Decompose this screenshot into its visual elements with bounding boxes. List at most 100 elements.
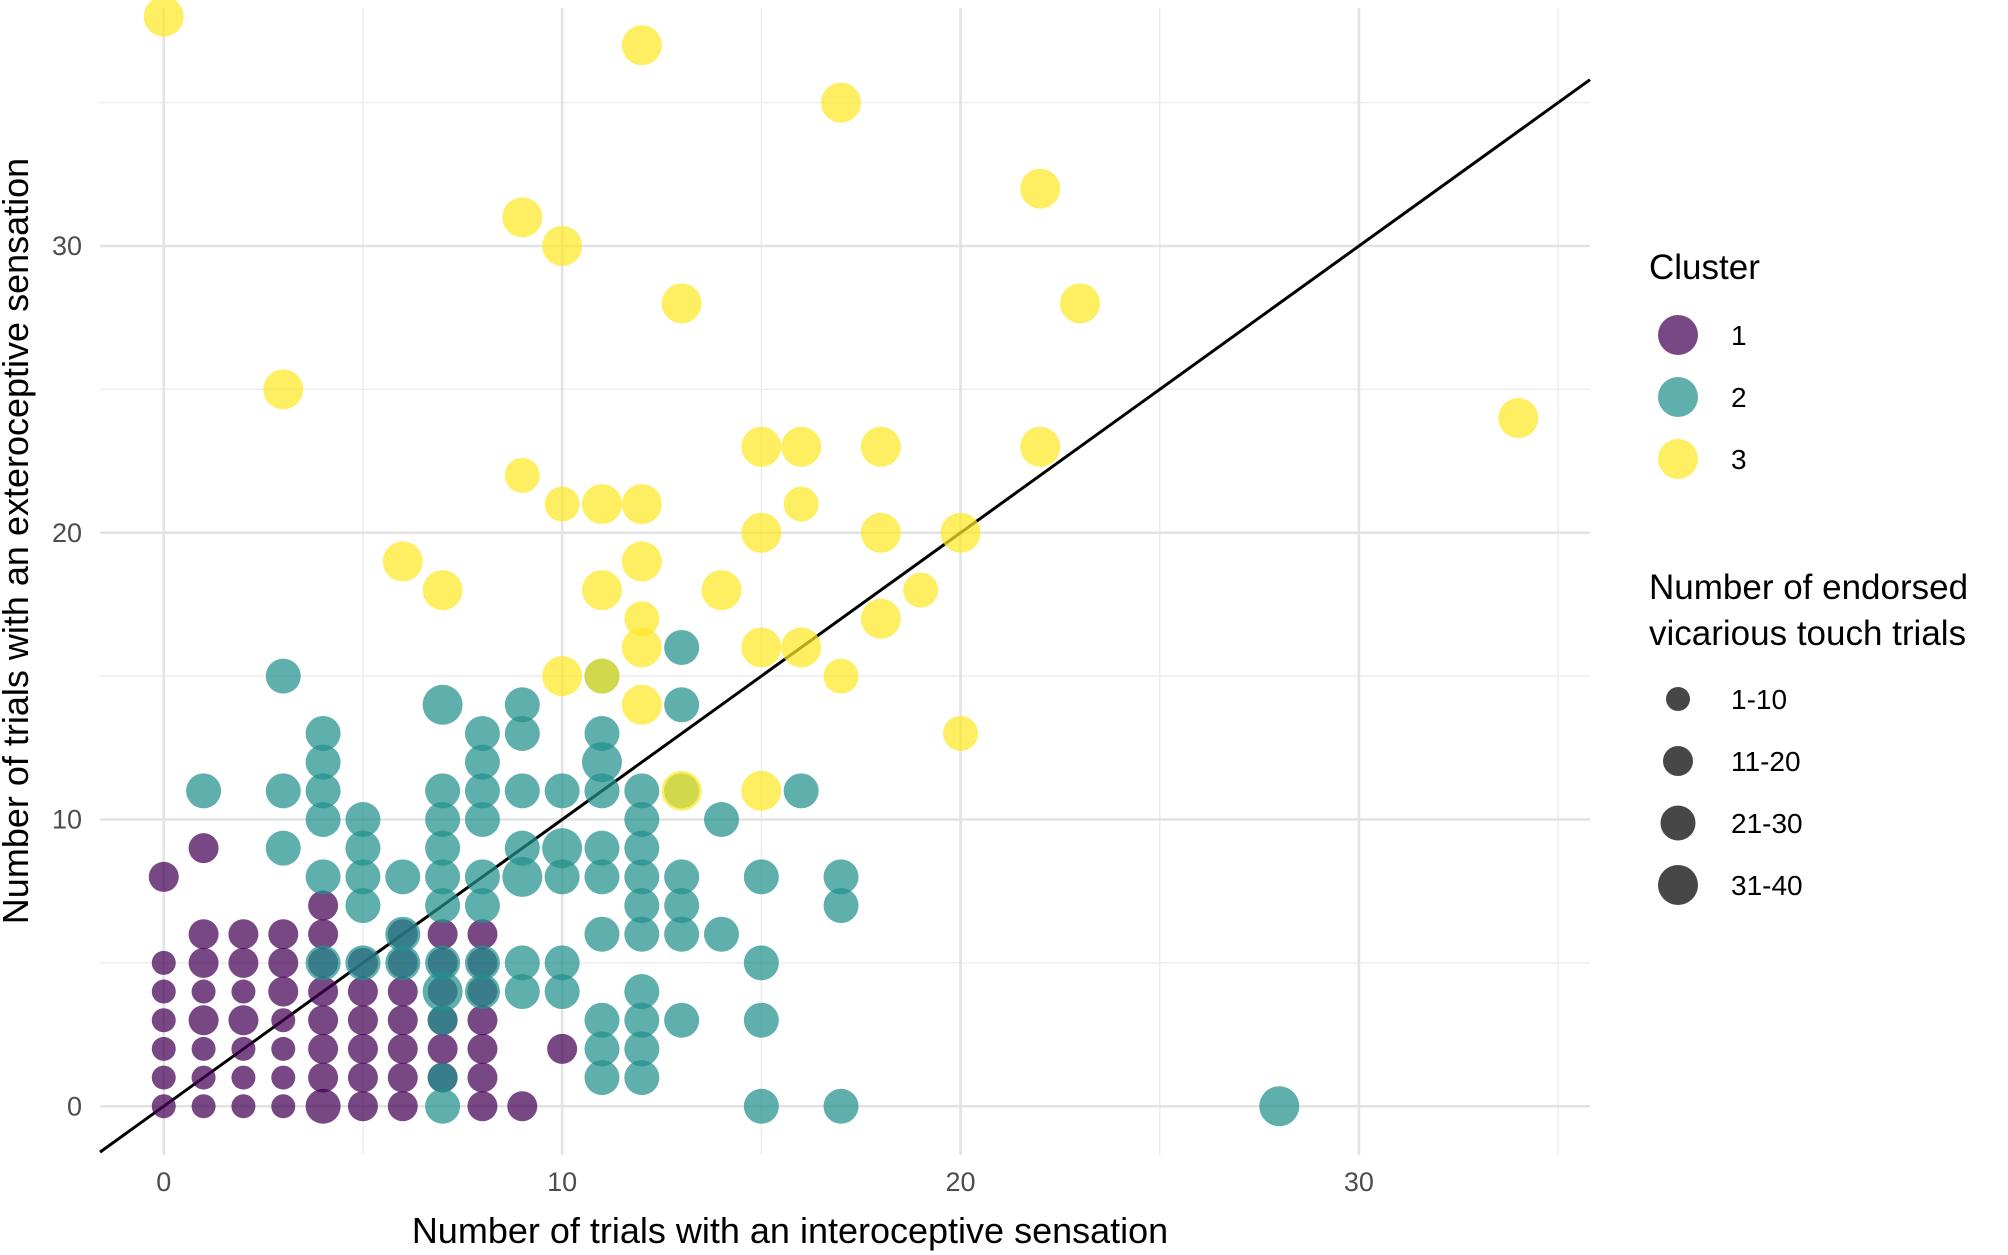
data-point	[544, 773, 580, 809]
data-point	[664, 687, 700, 723]
data-point	[823, 888, 859, 924]
data-point	[624, 601, 660, 637]
data-point	[271, 1036, 296, 1061]
data-point	[308, 1033, 339, 1064]
data-point	[621, 484, 662, 525]
data-point	[231, 1094, 256, 1119]
data-point	[664, 629, 700, 665]
data-point	[584, 715, 620, 751]
data-point	[621, 541, 662, 582]
data-point	[387, 1005, 418, 1036]
data-point	[385, 916, 421, 952]
size-legend: Number of endorsed vicarious touch trial…	[1649, 568, 1968, 905]
data-point	[305, 859, 341, 895]
data-point	[188, 947, 219, 978]
data-point	[263, 369, 304, 410]
data-point	[860, 512, 901, 553]
data-point	[231, 979, 256, 1004]
data-point	[347, 1005, 378, 1036]
data-point	[781, 627, 822, 668]
data-point	[464, 888, 500, 924]
data-point	[584, 1060, 620, 1096]
size-legend-label: 1-10	[1731, 684, 1787, 715]
data-point	[427, 1005, 458, 1036]
data-point	[504, 687, 540, 723]
data-point	[387, 1091, 418, 1122]
data-point	[581, 484, 622, 525]
data-point	[422, 684, 463, 725]
data-point	[191, 1065, 216, 1090]
data-point	[624, 773, 660, 809]
data-point	[621, 25, 662, 66]
data-point	[228, 1005, 259, 1036]
data-point	[940, 512, 981, 553]
data-point	[305, 744, 341, 780]
data-point	[345, 859, 381, 895]
data-point	[542, 226, 583, 267]
data-point	[464, 715, 500, 751]
cluster-legend-key	[1658, 439, 1698, 479]
y-tick-label: 10	[52, 805, 82, 835]
data-point	[265, 658, 301, 694]
data-point	[504, 974, 540, 1010]
data-point	[231, 1065, 256, 1090]
data-point	[467, 1062, 498, 1093]
data-point	[345, 945, 381, 981]
size-legend-label: 11-20	[1731, 746, 1801, 777]
data-point	[624, 802, 660, 838]
data-point	[305, 945, 341, 981]
cluster-legend-label: 2	[1731, 382, 1747, 413]
data-point	[387, 976, 418, 1007]
data-point	[464, 859, 500, 895]
cluster-legend: Cluster 1 2 3	[1649, 248, 1760, 479]
size-legend-label: 31-40	[1731, 870, 1803, 901]
data-point	[544, 974, 580, 1010]
data-point	[584, 1031, 620, 1067]
data-point	[467, 1005, 498, 1036]
data-point	[624, 1031, 660, 1067]
cluster-legend-key	[1658, 377, 1698, 417]
data-point	[186, 773, 222, 809]
data-point	[584, 859, 620, 895]
data-point	[308, 1005, 339, 1036]
data-point	[228, 919, 259, 950]
data-point	[188, 919, 219, 950]
data-point	[422, 570, 463, 611]
data-point	[860, 598, 901, 639]
data-point	[703, 802, 739, 838]
data-point	[191, 979, 216, 1004]
data-point	[305, 773, 341, 809]
data-point	[191, 1094, 216, 1119]
data-point	[427, 919, 458, 950]
data-point	[467, 919, 498, 950]
cluster-legend-title: Cluster	[1649, 248, 1760, 287]
data-point	[584, 1002, 620, 1038]
data-point	[271, 1008, 296, 1033]
data-point	[903, 572, 939, 608]
data-point	[467, 1033, 498, 1064]
y-tick-label: 30	[52, 231, 82, 261]
y-tick-labels: 0 10 20 30	[52, 231, 82, 1121]
cluster-legend-key	[1658, 315, 1698, 355]
data-point	[385, 945, 421, 981]
data-point	[741, 627, 782, 668]
data-point	[271, 1065, 296, 1090]
data-point	[624, 859, 660, 895]
data-point	[464, 945, 500, 981]
data-point	[347, 1062, 378, 1093]
data-point	[425, 802, 461, 838]
data-point	[504, 715, 540, 751]
data-point	[581, 742, 622, 783]
size-legend-key	[1658, 865, 1698, 905]
cluster-legend-label: 1	[1731, 320, 1747, 351]
size-legend-title-line-1: Number of endorsed	[1649, 568, 1968, 607]
data-point	[308, 919, 339, 950]
data-point	[504, 945, 540, 981]
data-point	[544, 486, 580, 522]
data-point	[542, 656, 583, 697]
data-point	[741, 512, 782, 553]
y-tick-label: 0	[67, 1091, 82, 1121]
data-point	[547, 1033, 578, 1064]
data-point	[425, 888, 461, 924]
data-point	[308, 890, 339, 921]
